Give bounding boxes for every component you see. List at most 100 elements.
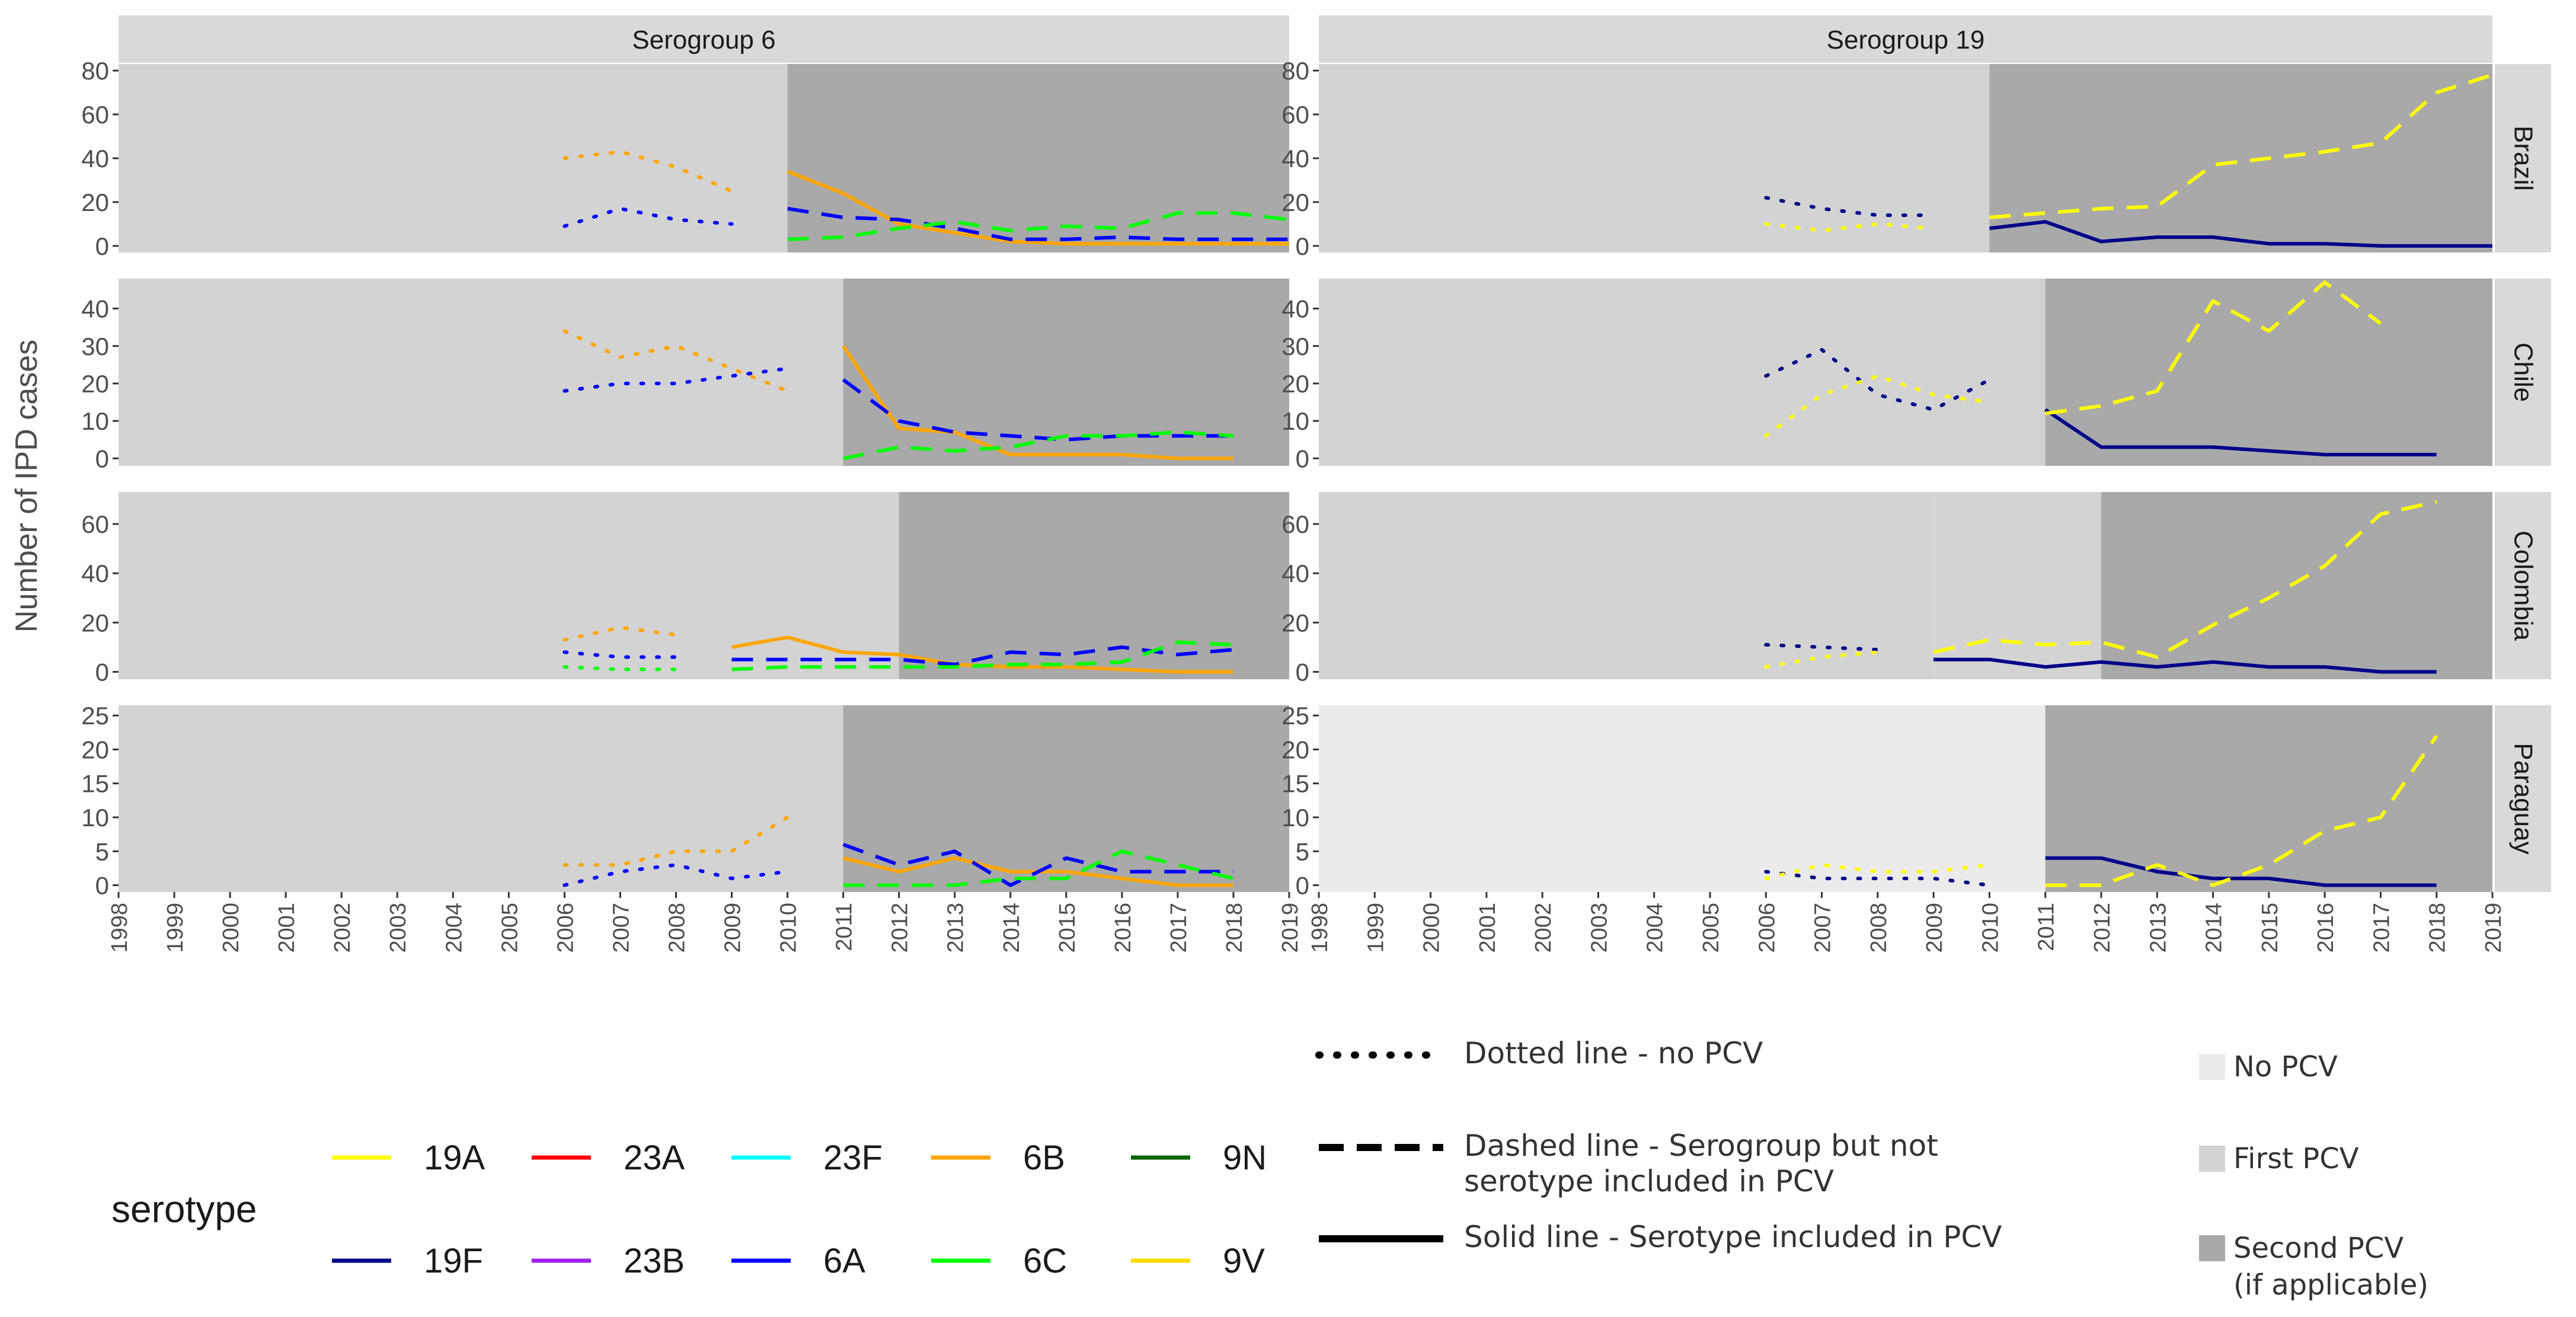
panel-paraguay-serogroup-19-ytick-label-5: 5 (1296, 837, 1309, 865)
panel-paraguay-serogroup-19-xtick-label-2009: 2009 (1922, 903, 1947, 953)
panel-colombia-serogroup-19: 0 20 40 60 (1281, 492, 2492, 686)
panel-colombia-serogroup-19-series-19a-dotted-1 (1764, 650, 1880, 669)
fill-label-none: No PCV (2233, 1050, 2338, 1083)
panel-paraguay-serogroup-6: 0 5 10 15 20 25 1998 1999 2000 2001 2002 2003 2004 20… (81, 702, 1303, 952)
fill-label-first: First PCV (2233, 1142, 2359, 1175)
panel-paraguay-serogroup-6-ytick-label-0: 0 (95, 872, 109, 900)
panel-brazil-serogroup-6-series-6b-solid-2 (787, 170, 1289, 246)
panel-chile-serogroup-19-ytick-label-40: 40 (1281, 295, 1309, 323)
panel-paraguay-serogroup-19-xtick-label-2007: 2007 (1811, 903, 1836, 953)
panel-paraguay-serogroup-6-xtick-label-2013: 2013 (944, 903, 969, 953)
panel-paraguay-serogroup-6-period-second-1 (843, 705, 1289, 892)
panel-colombia-serogroup-19-series-19a-dashed-3 (1933, 500, 2437, 659)
panel-paraguay-serogroup-6-xtick-label-2017: 2017 (1166, 903, 1191, 953)
panel-chile-serogroup-19-ytick-label-10: 10 (1281, 407, 1309, 435)
panel-paraguay-serogroup-6-period-first-0 (119, 705, 843, 892)
panel-chile-serogroup-6-ytick-label-30: 30 (81, 333, 109, 360)
legend-label-9v: 9V (1223, 1242, 1265, 1280)
panel-paraguay-serogroup-19-period-second-1 (2045, 705, 2492, 892)
panel-brazil-serogroup-19-ytick-label-20: 20 (1281, 188, 1309, 216)
panel-chile-serogroup-6-series-6c-dashed-4 (843, 430, 1234, 461)
panel-paraguay-serogroup-19-xtick-label-2008: 2008 (1867, 903, 1891, 953)
panel-paraguay-serogroup-19-xtick-label-2003: 2003 (1587, 903, 1612, 953)
panel-chile-serogroup-6-series-6a-dotted-1 (562, 366, 790, 393)
row-strip-paraguay (2495, 705, 2551, 892)
panel-colombia-serogroup-6-ytick-label-20: 20 (81, 609, 109, 637)
panel-paraguay-serogroup-19-xtick-label-2013: 2013 (2146, 903, 2171, 953)
panel-colombia-serogroup-19-period-first-0 (1319, 492, 1934, 679)
panel-paraguay-serogroup-19-xtick-label-2017: 2017 (2369, 903, 2394, 953)
panel-brazil-serogroup-6-ytick-label-80: 80 (81, 57, 109, 85)
panel-paraguay-serogroup-19-xtick-label-2004: 2004 (1643, 903, 1668, 953)
panel-paraguay-serogroup-6-xtick-label-2004: 2004 (442, 903, 466, 953)
panel-colombia-serogroup-19-ytick-label-60: 60 (1281, 510, 1309, 538)
style-label-dotted: Dotted line - no PCV (1464, 1036, 1763, 1070)
panel-paraguay-serogroup-19-period-none-0 (1319, 705, 2046, 892)
panel-paraguay-serogroup-6-xtick-label-2009: 2009 (721, 903, 746, 953)
panel-brazil-serogroup-6-series-6a-dotted-1 (562, 207, 734, 228)
serotype-legend: serotype 19A 23A 23F 6B 9N 19F 23B 6A 6C 9V (111, 1139, 1267, 1280)
panel-brazil-serogroup-6: 0 20 40 60 80 (81, 57, 1290, 260)
panel-colombia-serogroup-19-ytick-label-0: 0 (1296, 658, 1309, 686)
facet-panels: 0 20 40 60 80 0 20 40 60 80 0 10 20 30 40 0 10 20 30 40 0 20 4… (81, 57, 2506, 952)
panel-brazil-serogroup-6-period-second-1 (787, 64, 1289, 252)
panel-paraguay-serogroup-6-xtick-label-2008: 2008 (664, 903, 689, 953)
panel-paraguay-serogroup-6-xtick-label-2010: 2010 (776, 903, 801, 953)
panel-brazil-serogroup-6-ytick-label-20: 20 (81, 188, 109, 216)
panel-paraguay-serogroup-19-ytick-label-25: 25 (1281, 702, 1309, 730)
panel-paraguay-serogroup-19-xtick-label-1998: 1998 (1308, 903, 1332, 953)
panel-colombia-serogroup-6-series-6b-dotted-0 (562, 625, 678, 642)
fill-swatch-first (2199, 1146, 2225, 1172)
panel-brazil-serogroup-19-series-19a-dashed-3 (1989, 73, 2493, 219)
panel-paraguay-serogroup-19-ytick-label-0: 0 (1296, 872, 1309, 900)
panel-colombia-serogroup-19-ytick-label-40: 40 (1281, 560, 1309, 587)
panel-brazil-serogroup-19-series-19a-dotted-1 (1764, 222, 1936, 232)
panel-brazil-serogroup-19-ytick-label-60: 60 (1281, 101, 1309, 129)
legend-label-6a: 6A (823, 1242, 865, 1280)
legend-label-6b: 6B (1023, 1139, 1065, 1177)
panel-colombia-serogroup-19-period-second-2 (2101, 492, 2492, 679)
y-axis-title: Number of IPD cases (9, 340, 44, 632)
line-style-legend: Dotted line - no PCV Dashed line - Serogr… (1315, 1036, 2002, 1254)
style-label-solid: Solid line - Serotype included in PCV (1464, 1220, 2002, 1254)
panel-brazil-serogroup-6-series-6c-dashed-4 (787, 211, 1290, 241)
panel-paraguay-serogroup-19-xtick-label-1999: 1999 (1363, 903, 1388, 953)
panel-paraguay-serogroup-19-series-19f-dotted-0 (1764, 870, 1992, 887)
panel-colombia-serogroup-19-series-19f-dotted-0 (1764, 642, 1880, 652)
panel-brazil-serogroup-19-ytick-label-40: 40 (1281, 145, 1309, 172)
legend-label-9n: 9N (1223, 1139, 1267, 1177)
panel-paraguay-serogroup-19-xtick-label-2010: 2010 (1978, 903, 2003, 953)
panel-paraguay-serogroup-6-xtick-label-2001: 2001 (274, 903, 299, 953)
row-strip-colombia (2495, 492, 2551, 679)
fill-swatch-second (2199, 1235, 2225, 1261)
style-label-dashed: Dashed line - Serogroup but not serotype … (1464, 1129, 1938, 1198)
panel-paraguay-serogroup-6-ytick-label-5: 5 (95, 837, 109, 865)
panel-paraguay-serogroup-19-ytick-label-20: 20 (1281, 736, 1309, 763)
panel-paraguay-serogroup-19-xtick-label-2015: 2015 (2258, 903, 2283, 953)
panel-colombia-serogroup-6-ytick-label-40: 40 (81, 560, 109, 587)
y-axis-label: Number of IPD cases (9, 340, 44, 632)
row-strip-brazil (2495, 64, 2551, 252)
panel-chile-serogroup-19-period-first-0 (1319, 279, 2046, 466)
panel-colombia-serogroup-6-series-6c-dotted-2 (562, 665, 678, 672)
panel-chile-serogroup-19-series-19a-dotted-1 (1764, 374, 1992, 438)
panel-paraguay-serogroup-6-series-6a-dashed-3 (842, 842, 1233, 887)
panel-paraguay-serogroup-19: 0 5 10 15 20 25 1998 1999 2000 2001 2002 2003 2004 20… (1281, 702, 2506, 952)
panel-paraguay-serogroup-19-xtick-label-2018: 2018 (2425, 903, 2450, 953)
panel-colombia-serogroup-19-period-first-1 (1933, 492, 2101, 679)
row-strip-chile (2495, 279, 2551, 466)
panel-paraguay-serogroup-6-xtick-label-2003: 2003 (386, 903, 411, 953)
legend-label-23b: 23B (624, 1242, 685, 1280)
panel-colombia-serogroup-6-period-first-0 (119, 492, 732, 679)
panel-chile-serogroup-19-series-19a-dashed-3 (2045, 280, 2382, 415)
panel-chile-serogroup-6-ytick-label-40: 40 (81, 295, 109, 323)
panel-brazil-serogroup-6-ytick-label-40: 40 (81, 145, 109, 172)
panel-paraguay-serogroup-6-xtick-label-2015: 2015 (1055, 903, 1080, 953)
panel-colombia-serogroup-6-period-second-2 (899, 492, 1289, 679)
panel-paraguay-serogroup-6-ytick-label-25: 25 (81, 702, 109, 730)
column-label-serogroup-19: Serogroup 19 (1827, 25, 1985, 55)
panel-brazil-serogroup-6-ytick-label-60: 60 (81, 101, 109, 129)
panel-chile-serogroup-19: 0 10 20 30 40 (1281, 279, 2492, 472)
row-label-paraguay: Paraguay (2509, 743, 2538, 854)
